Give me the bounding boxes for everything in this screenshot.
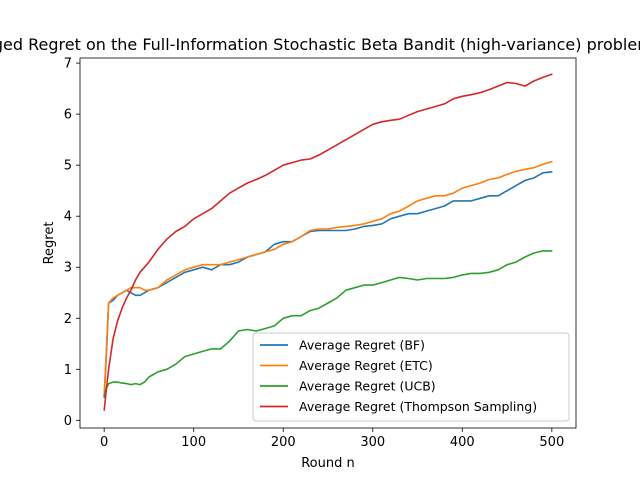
y-axis-ticks: 0 1 2 3 4 5 6 7 — [64, 57, 80, 429]
chart-title: Averaged Regret on the Full-Information … — [0, 35, 640, 54]
y-tick-label: 6 — [64, 108, 72, 123]
y-tick-label: 4 — [64, 210, 72, 225]
series-line-1 — [103, 160, 553, 396]
plot-area — [103, 73, 553, 411]
series-line-2 — [103, 250, 553, 396]
x-tick-label: 200 — [271, 435, 296, 450]
x-tick-label: 500 — [539, 435, 564, 450]
series-line-3 — [103, 73, 553, 411]
y-tick-label: 0 — [64, 414, 72, 429]
y-tick-label: 7 — [64, 57, 72, 72]
x-axis-ticks: 0 100 200 300 400 500 — [100, 428, 564, 450]
y-tick-label: 3 — [64, 261, 72, 276]
legend-box — [252, 332, 570, 422]
y-axis-label: Regret — [42, 222, 57, 265]
legend-entry-2: Average Regret (UCB) — [299, 379, 436, 394]
y-tick-label: 1 — [64, 363, 72, 378]
y-tick-label: 2 — [64, 312, 72, 327]
x-tick-label: 300 — [360, 435, 385, 450]
x-tick-label: 100 — [181, 435, 206, 450]
y-tick-label: 5 — [64, 159, 72, 174]
legend: Average Regret (BF) Average Regret (ETC) A… — [252, 332, 570, 422]
x-axis-label: Round n — [301, 456, 355, 471]
legend-entry-0: Average Regret (BF) — [299, 338, 425, 353]
legend-entry-3: Average Regret (Thompson Sampling) — [299, 399, 537, 414]
plot-frame — [79, 57, 577, 429]
legend-entry-1: Average Regret (ETC) — [299, 358, 433, 373]
x-tick-label: 0 — [100, 435, 108, 450]
x-tick-label: 400 — [450, 435, 475, 450]
